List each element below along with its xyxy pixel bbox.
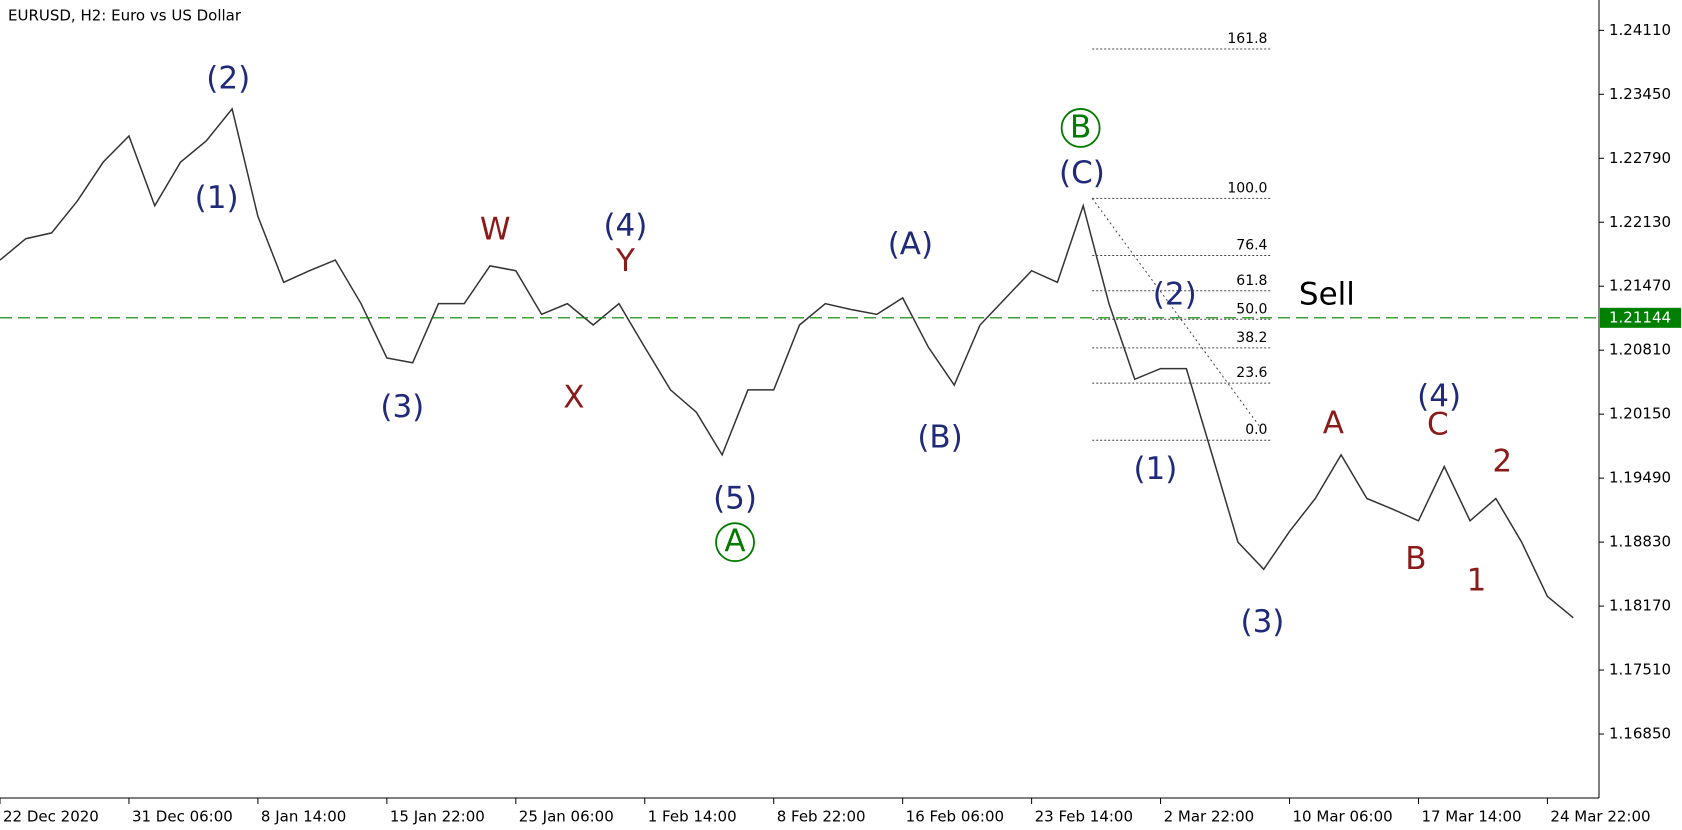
x-tick-label: 15 Jan 22:00 [390, 808, 485, 826]
wave-label: (1) [195, 180, 239, 216]
price-line-series [0, 107, 1574, 619]
fib-label: 161.8 [1227, 31, 1267, 47]
x-tick-label: 23 Feb 14:00 [1035, 808, 1133, 826]
wave-label: X [563, 379, 584, 415]
wave-label: Y [615, 243, 635, 279]
wave-label: (B) [917, 420, 962, 456]
y-tick-label: 1.16850 [1609, 725, 1671, 743]
fib-label: 23.6 [1236, 365, 1267, 381]
y-tick-label: 1.19490 [1609, 469, 1671, 487]
y-tick-label: 1.17510 [1609, 661, 1671, 679]
y-tick-label: 1.20150 [1609, 405, 1671, 423]
wave-label: (4) [1417, 378, 1461, 414]
wave-circle [1060, 108, 1101, 148]
wave-label: (5) [713, 480, 757, 516]
wave-label: (2) [1153, 276, 1197, 312]
x-tick-label: 16 Feb 06:00 [906, 808, 1004, 826]
y-tick-label: 1.18170 [1609, 597, 1671, 615]
fib-label: 50.0 [1236, 301, 1267, 317]
wave-label: B [1070, 109, 1091, 145]
current-price-label: 1.21144 [1609, 308, 1671, 326]
wave-label: (2) [206, 61, 250, 97]
x-tick-label: 25 Jan 06:00 [519, 808, 614, 826]
current-price-box [1600, 307, 1681, 328]
fib-label: 0.0 [1245, 422, 1267, 438]
y-tick-label: 1.24110 [1609, 21, 1671, 39]
wave-label: (4) [603, 208, 647, 244]
wave-label: (C) [1059, 155, 1105, 191]
y-tick-label: 1.22130 [1609, 213, 1671, 231]
x-tick-label: 2 Mar 22:00 [1164, 808, 1255, 826]
fib-label: 61.8 [1236, 273, 1267, 289]
x-tick-label: 8 Feb 22:00 [777, 808, 866, 826]
fib-trend [1091, 198, 1260, 427]
wave-label: (1) [1133, 451, 1177, 487]
wave-label: Sell [1299, 276, 1355, 312]
x-tick-label: 8 Jan 14:00 [261, 808, 346, 826]
x-tick-label: 17 Mar 14:00 [1421, 808, 1521, 826]
x-tick-label: 10 Mar 06:00 [1293, 808, 1393, 826]
x-tick-label: 1 Feb 14:00 [648, 808, 737, 826]
wave-label: (3) [1240, 604, 1284, 640]
fib-label: 100.0 [1227, 180, 1267, 196]
y-tick-label: 1.23450 [1609, 85, 1671, 103]
x-tick-label: 24 Mar 22:00 [1550, 808, 1650, 826]
wave-label: (3) [380, 389, 424, 425]
wave-label: 2 [1492, 443, 1512, 479]
chart-title: EURUSD, H2: Euro vs US Dollar [8, 7, 242, 25]
wave-label: B [1405, 541, 1426, 577]
wave-label: (A) [888, 227, 933, 263]
x-tick-label: 31 Dec 06:00 [132, 808, 233, 826]
wave-label: W [480, 211, 511, 247]
y-tick-label: 1.21470 [1609, 277, 1671, 295]
wave-label: A [724, 524, 745, 560]
y-tick-label: 1.22790 [1609, 149, 1671, 167]
wave-label: C [1427, 407, 1449, 443]
fib-label: 76.4 [1236, 237, 1267, 253]
y-tick-label: 1.18830 [1609, 533, 1671, 551]
y-tick-label: 1.20810 [1609, 341, 1671, 359]
x-tick-label: 22 Dec 2020 [3, 808, 99, 826]
wave-label: A [1323, 405, 1344, 441]
wave-label: 1 [1467, 563, 1487, 599]
fib-label: 38.2 [1236, 330, 1267, 346]
wave-circle [715, 522, 755, 563]
